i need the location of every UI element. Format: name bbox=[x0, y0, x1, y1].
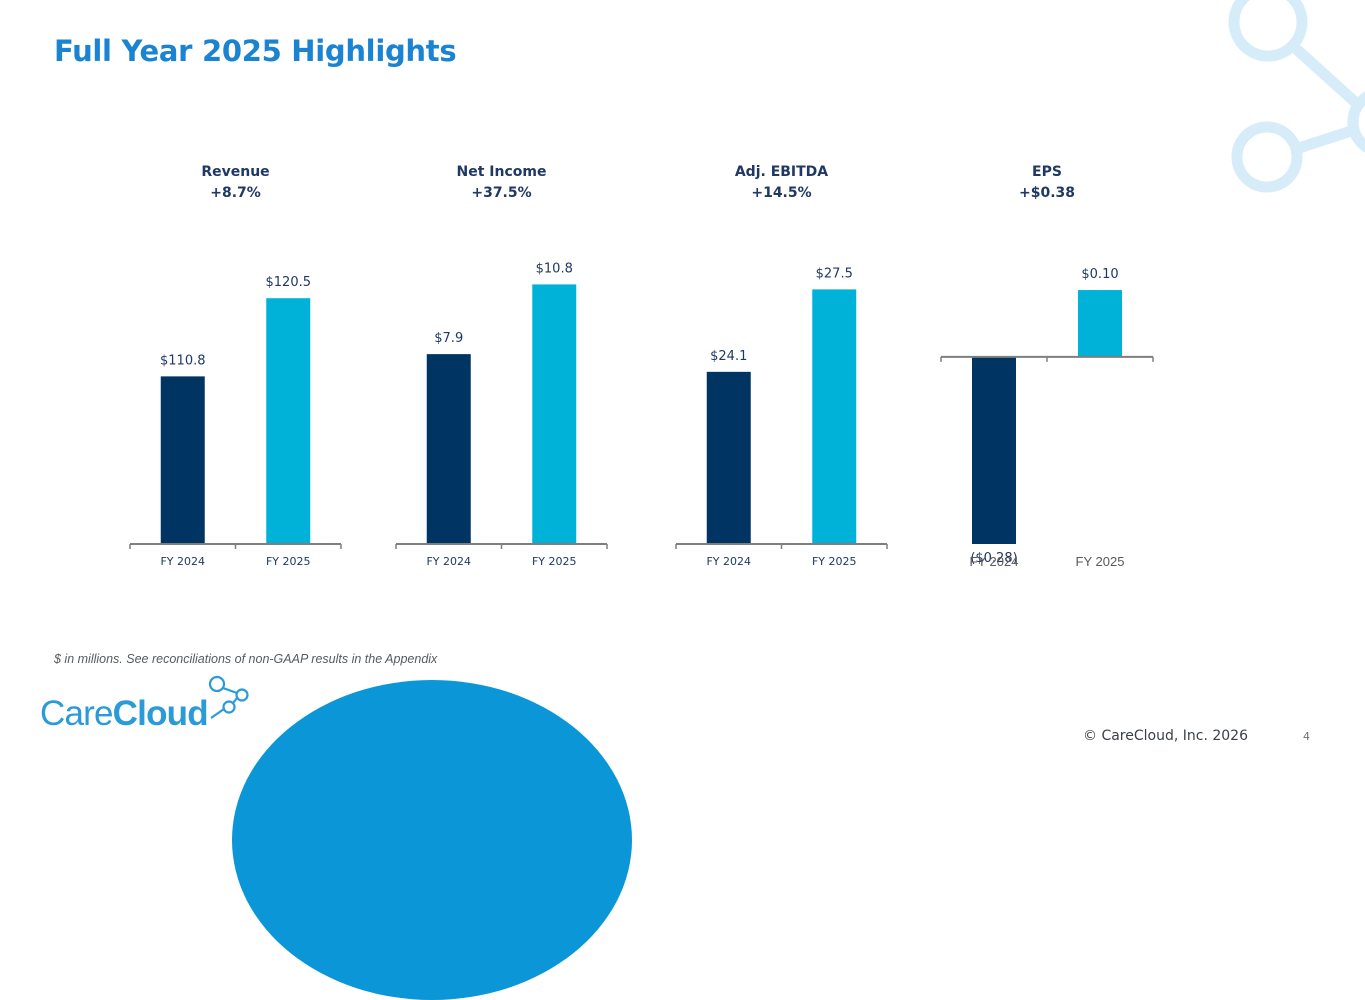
eps-chart-title: EPS bbox=[1032, 164, 1062, 180]
adj-ebitda-tick-label: FY 2024 bbox=[706, 555, 751, 568]
revenue-tick-label: FY 2025 bbox=[266, 555, 311, 568]
logo-text: CareCloud bbox=[40, 694, 209, 733]
page-title: Full Year 2025 Highlights bbox=[54, 34, 457, 68]
footnote: $ in millions. See reconciliations of no… bbox=[54, 652, 438, 666]
eps-tick-label: FY 2025 bbox=[1076, 554, 1125, 569]
adj-ebitda-chart-title: Adj. EBITDA bbox=[735, 164, 828, 180]
adj-ebitda-data-label: $27.5 bbox=[816, 266, 853, 281]
revenue-chart-title: Revenue bbox=[201, 164, 269, 180]
net-income-bar-fy-2024 bbox=[426, 354, 471, 544]
eps-bar-fy-2024 bbox=[972, 356, 1016, 544]
net-income-data-label: $7.9 bbox=[434, 331, 463, 346]
net-income-chart-subtitle: +37.5% bbox=[471, 185, 531, 201]
net-income-data-label: $10.8 bbox=[536, 261, 573, 276]
eps-data-label: ($0.28) bbox=[970, 551, 1017, 566]
eps-chart-subtitle: +$0.38 bbox=[1019, 185, 1075, 201]
eps-bar-fy-2025 bbox=[1078, 290, 1122, 357]
net-income-tick-label: FY 2024 bbox=[426, 555, 471, 568]
revenue-data-label: $120.5 bbox=[266, 275, 312, 290]
net-income-bar-fy-2025 bbox=[532, 284, 577, 544]
net-income-chart: Net Income +37.5% $7.9 FY 2024 $10.8 FY 2025 bbox=[395, 164, 608, 568]
revenue-tick-label: FY 2024 bbox=[160, 555, 205, 568]
adj-ebitda-chart: Adj. EBITDA +14.5% $24.1 FY 2024 $27.5 FY 202… bbox=[675, 164, 888, 568]
eps-data-label: $0.10 bbox=[1081, 267, 1118, 282]
copyright-text: © CareCloud, Inc. 2026 bbox=[1083, 728, 1248, 744]
revenue-bar-fy-2025 bbox=[266, 298, 311, 544]
eps-chart: EPS +$0.38 ($0.28)FY 2024 $0.10 FY 2025 bbox=[940, 164, 1154, 569]
revenue-bar-fy-2024 bbox=[160, 376, 205, 544]
molecule-decoration-icon bbox=[1228, 0, 1365, 193]
carecloud-logo: CareCloud bbox=[40, 672, 255, 734]
page-number: 4 bbox=[1303, 730, 1310, 743]
net-income-chart-title: Net Income bbox=[457, 164, 547, 180]
revenue-chart-subtitle: +8.7% bbox=[210, 185, 261, 201]
logo-molecule-icon bbox=[208, 675, 249, 719]
revenue-data-label: $110.8 bbox=[160, 353, 206, 368]
adj-ebitda-tick-label: FY 2025 bbox=[812, 555, 857, 568]
adj-ebitda-chart-subtitle: +14.5% bbox=[751, 185, 811, 201]
adj-ebitda-bar-fy-2025 bbox=[812, 289, 857, 544]
eps-tick-label: FY 2024 bbox=[970, 554, 1019, 569]
adj-ebitda-bar-fy-2024 bbox=[706, 371, 751, 544]
net-income-tick-label: FY 2025 bbox=[532, 555, 577, 568]
charts-area: Revenue +8.7% $110.8 FY 2024 $120.5 FY 2025 N… bbox=[129, 164, 1154, 569]
revenue-chart: Revenue +8.7% $110.8 FY 2024 $120.5 FY 2025 bbox=[129, 164, 342, 568]
adj-ebitda-data-label: $24.1 bbox=[710, 349, 747, 364]
decorative-arc bbox=[232, 680, 632, 1000]
